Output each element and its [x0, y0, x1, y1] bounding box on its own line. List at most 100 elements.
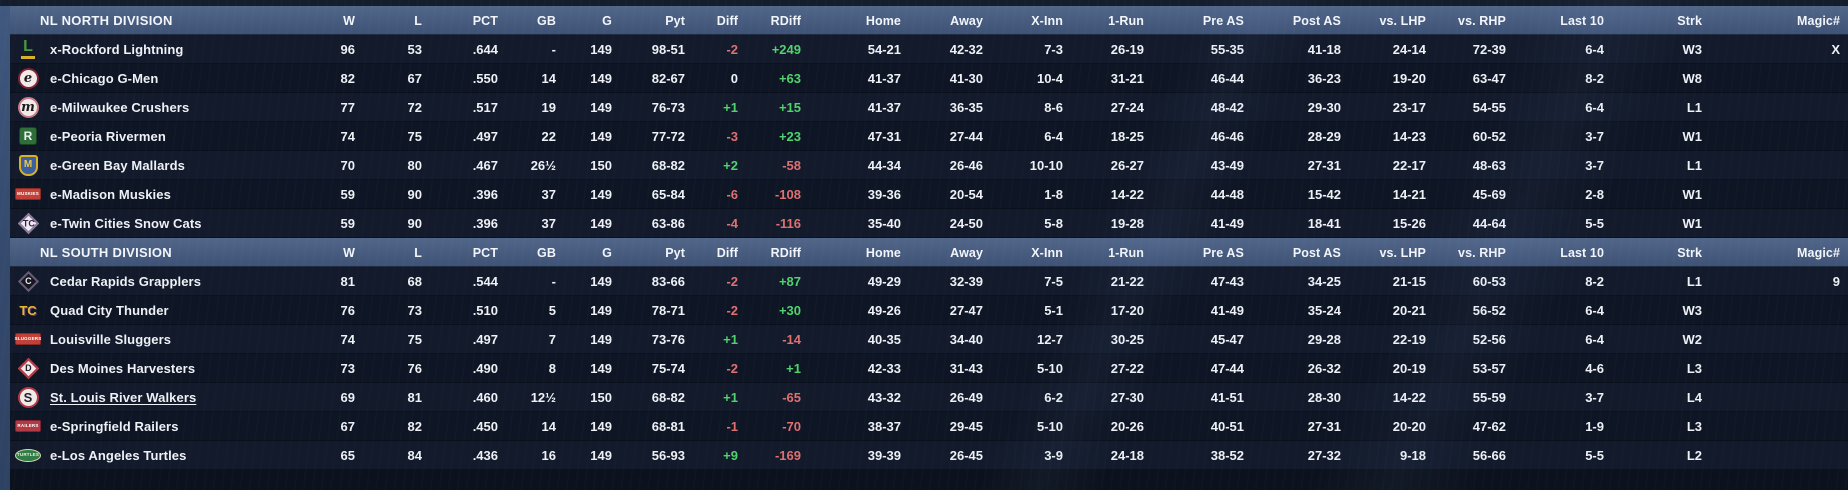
column-header-1-run[interactable]: 1-Run — [1108, 245, 1144, 260]
column-header-g[interactable]: G — [602, 245, 612, 260]
stat-vs-rhp: 45-69 — [1472, 186, 1506, 202]
stat-home: 38-37 — [867, 418, 901, 434]
column-header-l[interactable]: L — [414, 245, 422, 260]
team-logo: R — [15, 127, 41, 145]
stat-home: 42-33 — [867, 360, 901, 376]
team-row[interactable]: TURTLES e-Los Angeles Turtles 65 84 .436 16 14… — [10, 441, 1848, 470]
column-header-vs-rhp[interactable]: vs. RHP — [1458, 245, 1506, 260]
stat-pre-as: 55-35 — [1210, 41, 1244, 57]
column-header-rdiff[interactable]: RDiff — [770, 13, 801, 28]
stat-vs-rhp: 72-39 — [1472, 41, 1506, 57]
team-row[interactable]: S St. Louis River Walkers 69 81 .460 12½ 150 68… — [10, 383, 1848, 412]
column-header-home[interactable]: Home — [865, 245, 901, 260]
column-header-home[interactable]: Home — [865, 13, 901, 28]
column-header-vs-lhp[interactable]: vs. LHP — [1379, 245, 1426, 260]
team-name[interactable]: e-Los Angeles Turtles — [50, 447, 187, 463]
stat-gb: 7 — [548, 331, 556, 347]
column-header-w[interactable]: W — [343, 245, 355, 260]
stat-l: 81 — [407, 389, 422, 405]
column-header-gb[interactable]: GB — [537, 245, 556, 260]
stat-post-as: 28-30 — [1307, 389, 1341, 405]
team-name[interactable]: e-Madison Muskies — [50, 186, 171, 202]
column-header-pyt[interactable]: Pyt — [665, 245, 685, 260]
team-name[interactable]: e-Green Bay Mallards — [50, 157, 185, 173]
column-header-w[interactable]: W — [343, 13, 355, 28]
column-header-last-10[interactable]: Last 10 — [1560, 13, 1604, 28]
team-name[interactable]: St. Louis River Walkers — [50, 389, 197, 405]
team-row[interactable]: C Cedar Rapids Grapplers 81 68 .544 - 149 83-66… — [10, 267, 1848, 296]
team-row[interactable]: D Des Moines Harvesters 73 76 .490 8 149 75-74 -… — [10, 354, 1848, 383]
column-header-magic[interactable]: Magic# — [1797, 245, 1840, 260]
stat-pct: .490 — [472, 360, 498, 376]
column-header-l[interactable]: L — [414, 13, 422, 28]
stat-rdiff: -108 — [774, 186, 801, 202]
division-title: NL NORTH DIVISION — [40, 13, 173, 28]
team-name[interactable]: x-Rockford Lightning — [50, 41, 184, 57]
stat-x-inn: 5-1 — [1044, 302, 1063, 318]
stat-w: 74 — [340, 128, 355, 144]
stat-away: 34-40 — [949, 331, 983, 347]
stat-w: 81 — [340, 273, 355, 289]
column-header-magic[interactable]: Magic# — [1797, 13, 1840, 28]
column-header-strk[interactable]: Strk — [1677, 13, 1702, 28]
column-header-x-inn[interactable]: X-Inn — [1031, 245, 1063, 260]
column-header-away[interactable]: Away — [950, 13, 983, 28]
team-name[interactable]: e-Twin Cities Snow Cats — [50, 215, 202, 231]
team-name[interactable]: Des Moines Harvesters — [50, 360, 196, 376]
team-row[interactable]: SLUGGERS Louisville Sluggers 74 75 .497 7 149 7… — [10, 325, 1848, 354]
column-header-gb[interactable]: GB — [537, 13, 556, 28]
stat-diff: 0 — [730, 70, 738, 86]
stat-home: 39-36 — [867, 186, 901, 202]
team-name[interactable]: e-Peoria Rivermen — [50, 128, 166, 144]
column-header-pct[interactable]: PCT — [472, 245, 498, 260]
team-row[interactable]: RAILERS e-Springfield Railers 67 82 .450 14 14… — [10, 412, 1848, 441]
column-header-pct[interactable]: PCT — [472, 13, 498, 28]
team-cell: D Des Moines Harvesters — [10, 354, 290, 382]
stat-last-10: 6-4 — [1585, 99, 1604, 115]
stat-w: 70 — [340, 157, 355, 173]
column-header-pre-as[interactable]: Pre AS — [1202, 13, 1244, 28]
team-row[interactable]: TC Quad City Thunder 76 73 .510 5 149 78-71 -2 +3… — [10, 296, 1848, 325]
stat-home: 49-26 — [867, 302, 901, 318]
team-cell: TURTLES e-Los Angeles Turtles — [10, 441, 290, 469]
team-row[interactable]: TC e-Twin Cities Snow Cats 59 90 .396 37 149 63… — [10, 209, 1848, 238]
column-header-vs-rhp[interactable]: vs. RHP — [1458, 13, 1506, 28]
team-logo: C — [15, 270, 41, 292]
stat-strk: L3 — [1686, 360, 1702, 376]
team-logo: m — [15, 96, 41, 118]
team-name[interactable]: e-Chicago G-Men — [50, 70, 159, 86]
stat-post-as: 15-42 — [1307, 186, 1341, 202]
column-header-g[interactable]: G — [602, 13, 612, 28]
column-header-1-run[interactable]: 1-Run — [1108, 13, 1144, 28]
stat-g: 149 — [590, 99, 612, 115]
team-row[interactable]: m e-Milwaukee Crushers 77 72 .517 19 149 76-73 +… — [10, 93, 1848, 122]
stat-x-inn: 5-8 — [1044, 215, 1063, 231]
team-row[interactable]: MUSKIES e-Madison Muskies 59 90 .396 37 149 65-… — [10, 180, 1848, 209]
column-header-vs-lhp[interactable]: vs. LHP — [1379, 13, 1426, 28]
stat-vs-lhp: 20-19 — [1392, 360, 1426, 376]
column-header-strk[interactable]: Strk — [1677, 245, 1702, 260]
column-header-away[interactable]: Away — [950, 245, 983, 260]
column-header-diff[interactable]: Diff — [716, 245, 738, 260]
team-name[interactable]: Louisville Sluggers — [50, 331, 172, 347]
column-header-post-as[interactable]: Post AS — [1292, 245, 1341, 260]
team-name[interactable]: e-Springfield Railers — [50, 418, 179, 434]
stat-g: 149 — [590, 360, 612, 376]
column-header-diff[interactable]: Diff — [716, 13, 738, 28]
column-header-last-10[interactable]: Last 10 — [1560, 245, 1604, 260]
column-header-x-inn[interactable]: X-Inn — [1031, 13, 1063, 28]
stat-last-10: 8-2 — [1585, 273, 1604, 289]
column-header-post-as[interactable]: Post AS — [1292, 13, 1341, 28]
team-row[interactable]: e e-Chicago G-Men 82 67 .550 14 149 82-67 0 +63 41… — [10, 64, 1848, 93]
column-header-rdiff[interactable]: RDiff — [770, 245, 801, 260]
team-name[interactable]: Cedar Rapids Grapplers — [50, 273, 202, 289]
column-header-pyt[interactable]: Pyt — [665, 13, 685, 28]
column-header-pre-as[interactable]: Pre AS — [1202, 245, 1244, 260]
team-name[interactable]: Quad City Thunder — [50, 302, 169, 318]
team-name[interactable]: e-Milwaukee Crushers — [50, 99, 190, 115]
stat-post-as: 27-31 — [1307, 418, 1341, 434]
stat-g: 149 — [590, 418, 612, 434]
